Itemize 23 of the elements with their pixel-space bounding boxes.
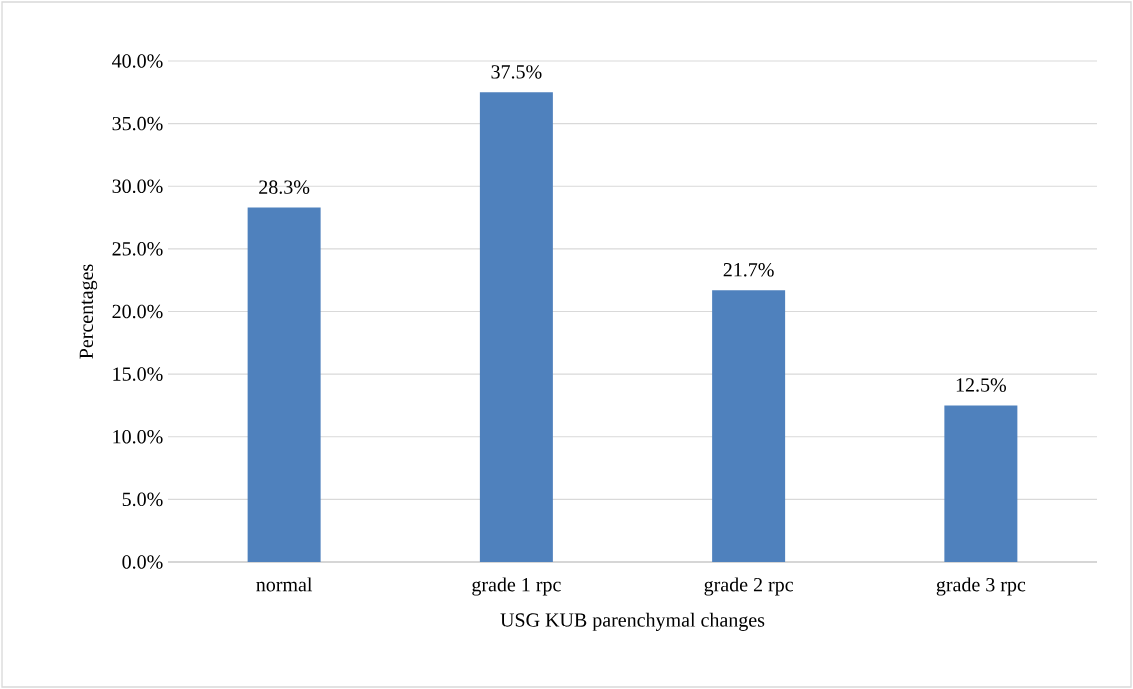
bar: [712, 290, 786, 562]
x-tick-label: grade 2 rpc: [704, 577, 793, 596]
y-tick-label: 15.0%: [113, 367, 163, 381]
y-tick-label: 35.0%: [112, 116, 163, 131]
y-tick-label: 5.0%: [122, 492, 163, 507]
bar: [479, 92, 553, 562]
bar: [944, 405, 1018, 562]
data-label: 21.7%: [723, 263, 774, 277]
y-tick-label: 20.0%: [112, 304, 163, 319]
y-tick-label: 10.0%: [113, 429, 163, 444]
x-tick-label: grade 3 rpc: [936, 577, 1026, 596]
y-axis-title: Percentages: [79, 264, 98, 359]
x-tick-label: grade 1 rpc: [472, 577, 561, 596]
y-tick-label: 40.0%: [112, 54, 163, 68]
y-tick-label: 0.0%: [122, 555, 163, 569]
x-tick-label: normal: [256, 577, 313, 592]
bar: [247, 207, 321, 562]
x-axis-title: USG KUB parenchymal changes: [500, 612, 765, 631]
data-label: 28.3%: [259, 180, 310, 194]
y-tick-label: 25.0%: [112, 242, 163, 256]
data-label: 37.5%: [491, 65, 542, 79]
y-tick-label: 30.0%: [112, 179, 163, 194]
data-label: 12.5%: [956, 378, 1007, 392]
